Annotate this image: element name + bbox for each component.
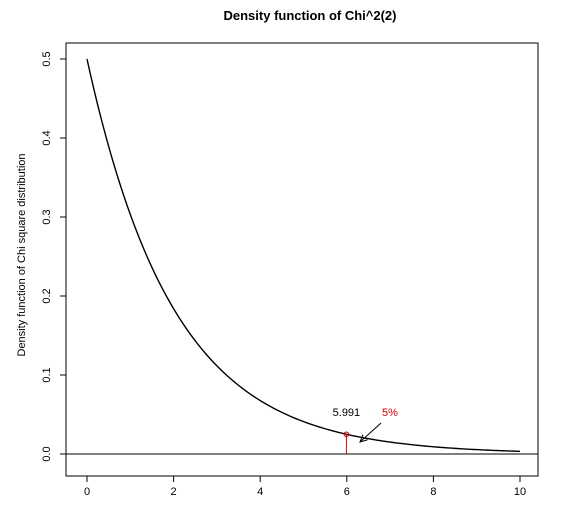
x-tick-label: 10 <box>514 486 526 498</box>
tail-arrow-shaft <box>359 422 382 443</box>
critical-value-point <box>343 431 350 438</box>
x-tick-label: 6 <box>344 486 350 498</box>
y-axis-label: Density function of Chi square distribut… <box>16 154 28 357</box>
x-tick-label: 0 <box>84 486 90 498</box>
chart-title: Density function of Chi^2(2) <box>224 8 397 23</box>
tail-arrow-head <box>359 434 368 443</box>
x-tick-label: 4 <box>257 486 263 498</box>
tail-percent-label: 5% <box>382 407 398 419</box>
y-axis-ticks: 0.0 0.1 0.2 0.3 0.4 0.5 <box>41 51 66 462</box>
y-tick-label: 0.0 <box>41 446 53 461</box>
y-tick-label: 0.5 <box>41 51 53 66</box>
x-tick-label: 8 <box>430 486 436 498</box>
y-tick-label: 0.4 <box>41 130 53 145</box>
x-tick-label: 2 <box>171 486 177 498</box>
y-tick-label: 0.3 <box>41 209 53 224</box>
y-tick-label: 0.2 <box>41 288 53 303</box>
x-axis-ticks: 0 2 4 6 8 10 <box>84 476 526 498</box>
density-curve <box>86 58 521 453</box>
y-tick-label: 0.1 <box>41 367 53 382</box>
plot-frame <box>65 42 539 477</box>
critical-value-label: 5.991 <box>333 407 361 419</box>
